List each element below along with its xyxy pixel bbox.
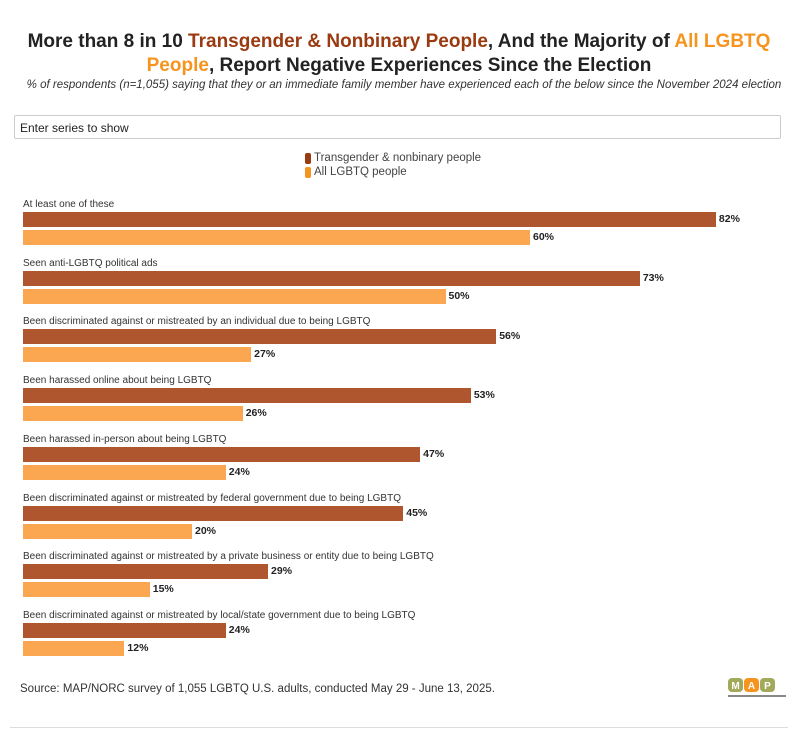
data-label: 60% <box>533 231 555 243</box>
category-label: Been discriminated against or mistreated… <box>23 551 434 563</box>
data-label: 24% <box>228 465 250 478</box>
data-label: 50% <box>448 289 470 302</box>
bar-all-lgbtq[interactable] <box>23 640 125 656</box>
bar-all-lgbtq[interactable] <box>23 347 252 363</box>
series-search-input[interactable]: Enter series to show <box>14 115 781 139</box>
data-label: 12% <box>127 641 149 654</box>
bar-trans-nonbinary[interactable] <box>23 446 421 462</box>
data-label: 47% <box>423 447 445 460</box>
bar-all-lgbtq[interactable] <box>23 406 243 422</box>
bar-all-lgbtq[interactable] <box>23 464 226 480</box>
data-label: 82% <box>718 213 740 225</box>
data-label: 56% <box>499 330 521 343</box>
bar-trans-nonbinary[interactable] <box>23 212 716 227</box>
data-label: 15% <box>152 583 174 596</box>
data-label: 29% <box>271 565 293 578</box>
category-label: Seen anti-LGBTQ political ads <box>23 257 158 269</box>
category-label: Been discriminated against or mistreated… <box>23 492 401 504</box>
bar-all-lgbtq[interactable] <box>23 523 192 539</box>
chart-title: More than 8 in 10 Transgender & Nonbinar… <box>27 31 771 76</box>
bar-trans-nonbinary[interactable] <box>23 388 471 404</box>
data-label: 24% <box>228 623 250 636</box>
map-logo: M A P <box>728 678 788 705</box>
legend-item-all[interactable]: All LGBTQ people <box>305 165 481 179</box>
legend: Transgender & nonbinary people All LGBTQ… <box>305 151 481 179</box>
bar-all-lgbtq[interactable] <box>23 230 530 245</box>
data-label: 26% <box>245 407 267 420</box>
bar-trans-nonbinary[interactable] <box>23 270 640 286</box>
title-highlight-trans: Transgender & Nonbinary People <box>188 31 488 52</box>
category-label: At least one of these <box>23 199 115 210</box>
svg-text:P: P <box>764 681 771 692</box>
svg-text:M: M <box>731 681 739 692</box>
category-label: Been harassed online about being LGBTQ <box>23 375 212 387</box>
category-label: Been discriminated against or mistreated… <box>23 609 416 621</box>
data-label: 20% <box>195 524 217 537</box>
bar-trans-nonbinary[interactable] <box>23 564 269 580</box>
data-label: 53% <box>473 389 495 402</box>
data-label: 73% <box>642 271 664 284</box>
divider <box>10 727 788 728</box>
source-note: Source: MAP/NORC survey of 1,055 LGBTQ U… <box>20 683 495 695</box>
bar-trans-nonbinary[interactable] <box>23 622 226 638</box>
data-label: 27% <box>254 348 276 361</box>
data-label: 45% <box>406 506 428 519</box>
title-highlight-lgbtq: All LGBTQ People <box>146 31 771 76</box>
legend-swatch <box>305 152 311 164</box>
category-label: Been discriminated against or mistreated… <box>23 316 371 328</box>
chart-subtitle: % of respondents (n=1,055) saying that t… <box>26 79 782 91</box>
category-label: Been harassed in-person about being LGBT… <box>23 433 227 445</box>
bar-trans-nonbinary[interactable] <box>23 505 404 521</box>
bar-all-lgbtq[interactable] <box>23 288 446 304</box>
bar-trans-nonbinary[interactable] <box>23 329 497 345</box>
legend-swatch <box>305 166 311 178</box>
bar-all-lgbtq[interactable] <box>23 582 150 598</box>
svg-text:A: A <box>748 681 755 692</box>
legend-item-trans[interactable]: Transgender & nonbinary people <box>305 151 481 165</box>
